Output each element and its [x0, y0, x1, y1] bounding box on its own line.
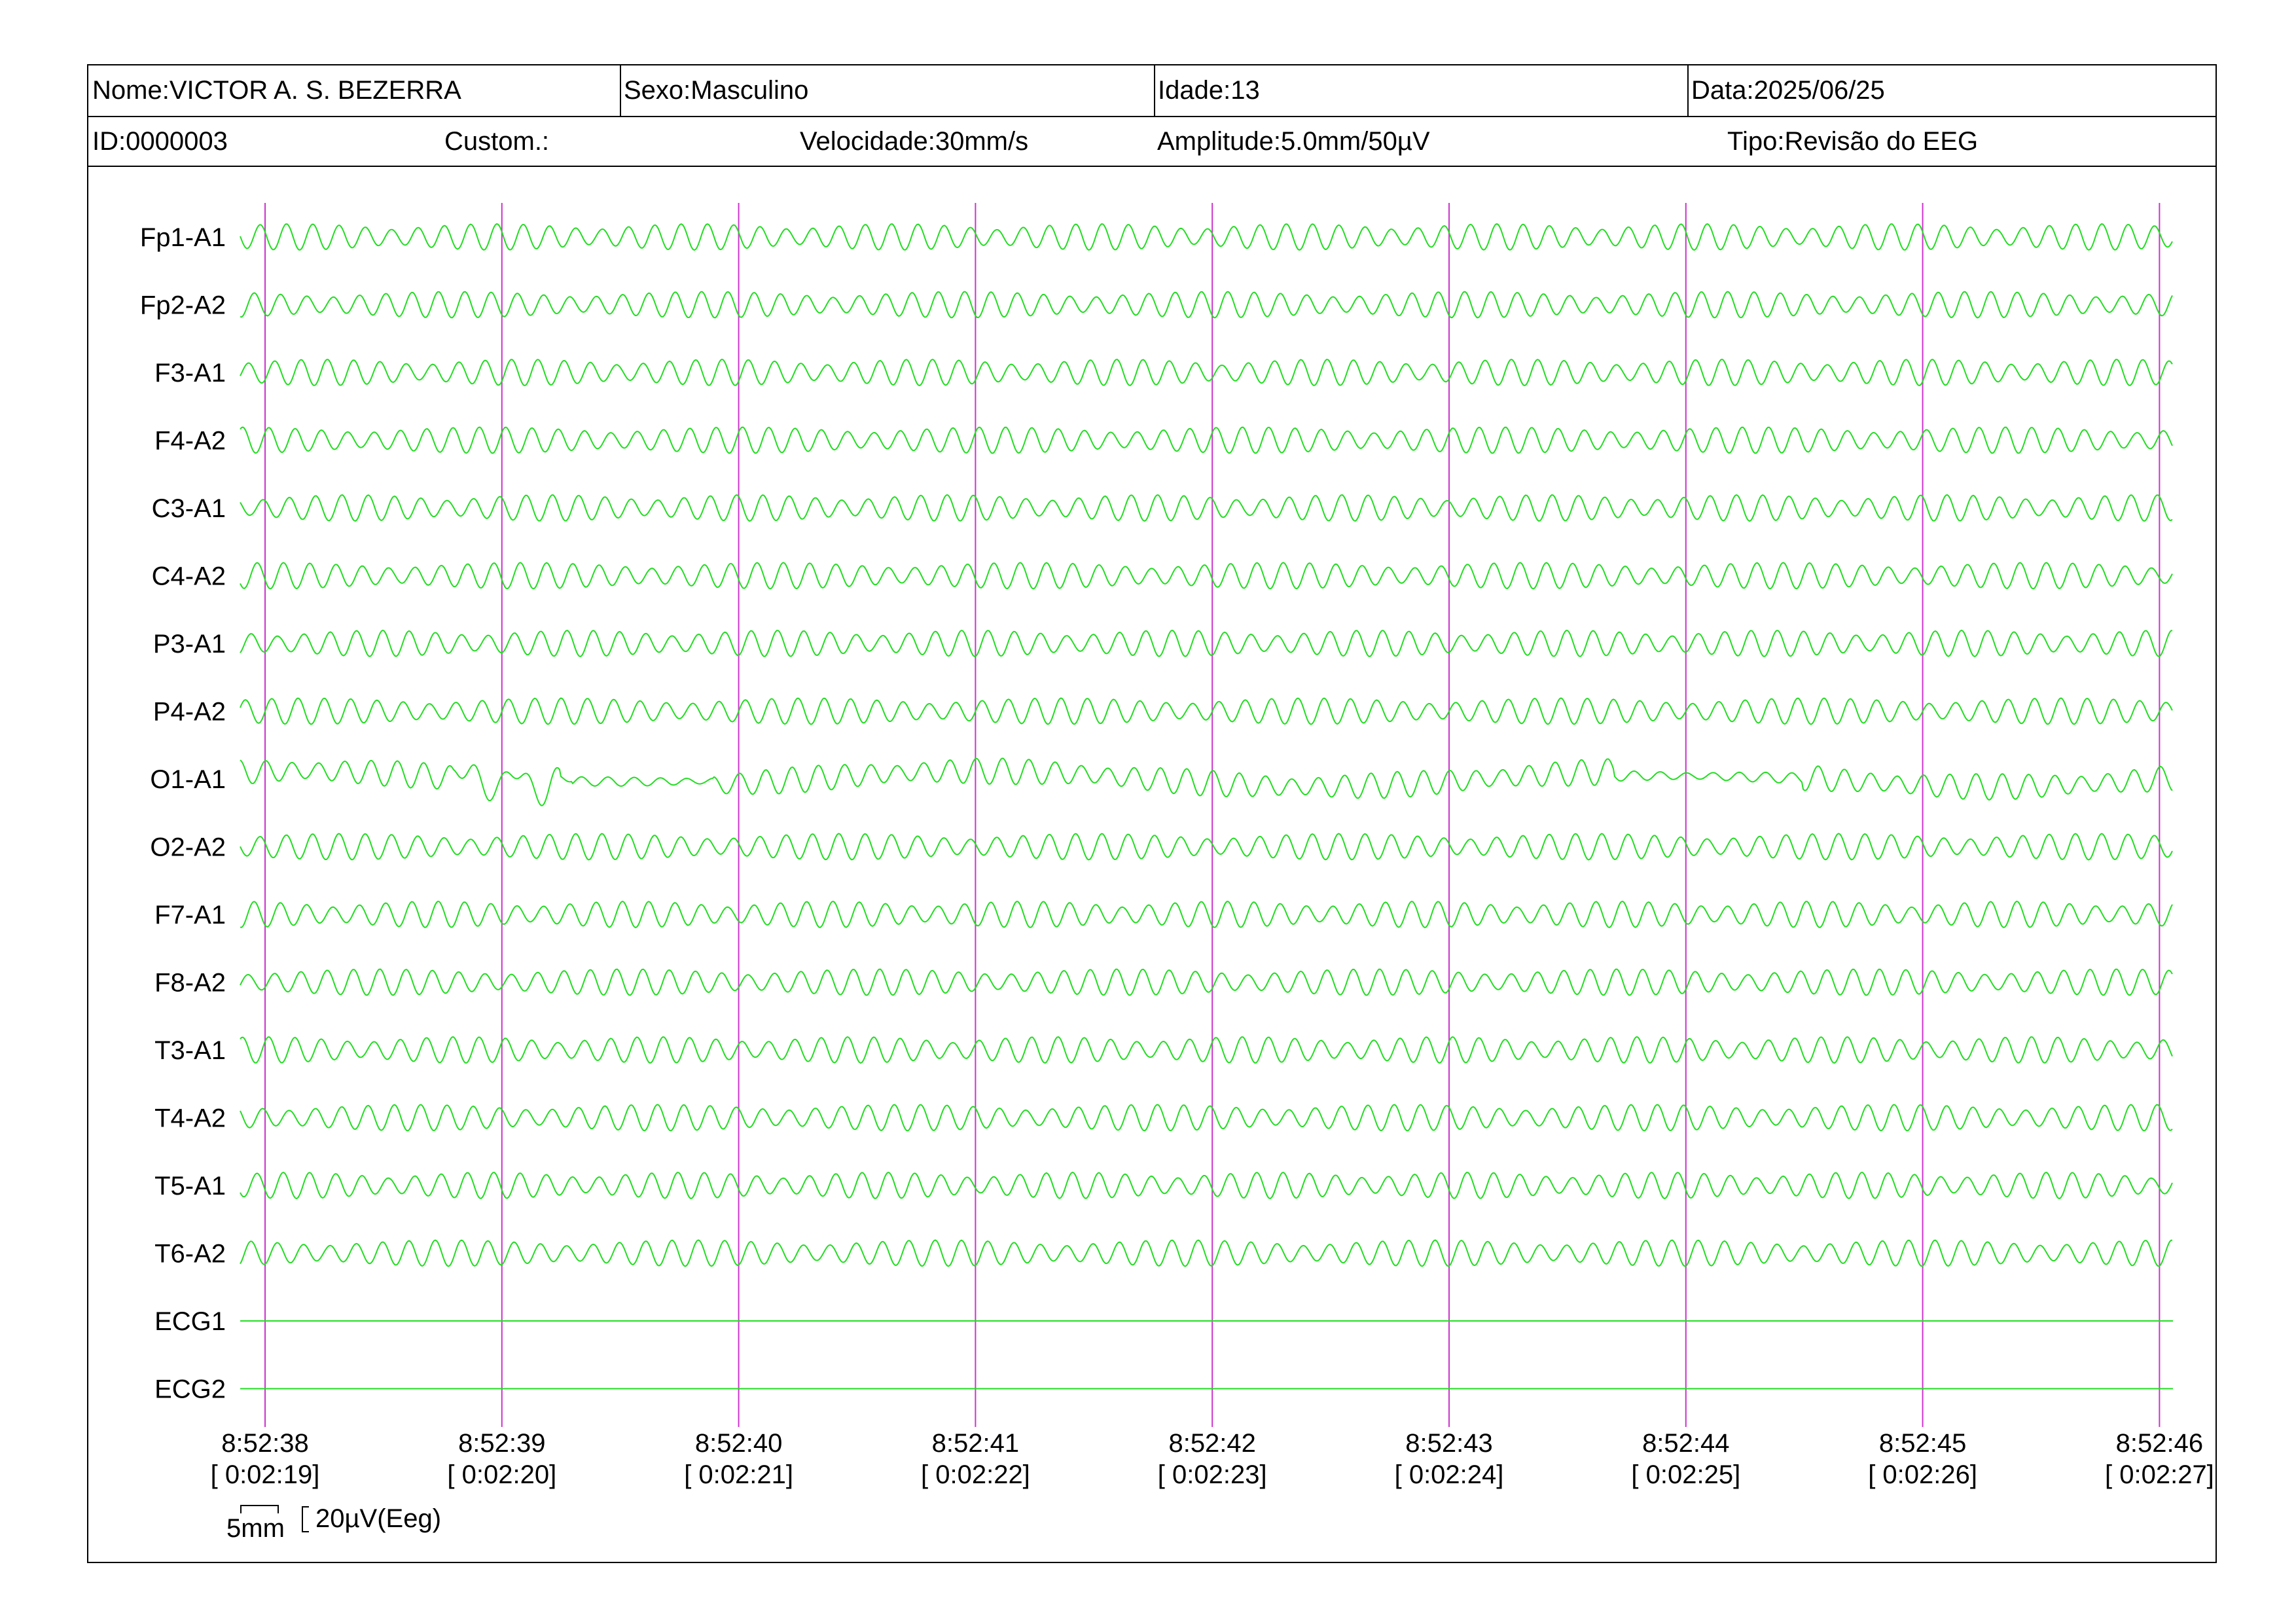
channel-label: T4-A2	[154, 1104, 226, 1133]
channel-label: ECG1	[154, 1307, 226, 1336]
channel-trace	[240, 494, 2173, 522]
time-tick-elapsed: [ 0:02:21]	[684, 1460, 793, 1489]
exam-date: Data:2025/06/25	[1691, 76, 1885, 105]
channel-trace	[240, 1036, 2173, 1064]
divider	[1687, 65, 1689, 116]
time-tick-clock: 8:52:42	[1168, 1429, 1255, 1458]
amplitude-setting: Amplitude:5.0mm/50µV	[1157, 126, 1430, 156]
channel-label: P3-A1	[153, 630, 226, 659]
time-tick-elapsed: [ 0:02:25]	[1631, 1460, 1740, 1489]
custom-field: Custom.:	[444, 126, 550, 156]
channel-trace	[240, 358, 2173, 387]
channel-label: Fp1-A1	[140, 223, 226, 252]
channel-label: O2-A2	[150, 833, 226, 862]
recording-info-row: ID:0000003 Custom.: Velocidade:30mm/s Am…	[88, 117, 2215, 167]
time-tick-elapsed: [ 0:02:26]	[1868, 1460, 1977, 1489]
divider	[620, 65, 621, 116]
time-tick-clock: 8:52:44	[1642, 1429, 1729, 1458]
time-tick-elapsed: [ 0:02:23]	[1158, 1460, 1267, 1489]
time-scale-bracket	[240, 1505, 279, 1513]
channel-label: Fp2-A2	[140, 291, 226, 320]
time-tick-clock: 8:52:38	[221, 1429, 308, 1458]
channel-trace	[240, 697, 2173, 725]
time-tick-elapsed: [ 0:02:19]	[211, 1460, 320, 1489]
channel-label: F8-A2	[154, 969, 226, 998]
channel-trace	[240, 223, 2173, 251]
channel-trace	[240, 1171, 2173, 1200]
eeg-report-frame: Nome:VICTOR A. S. BEZERRA Sexo:Masculino…	[87, 64, 2217, 1563]
channel-trace	[240, 757, 2173, 806]
exam-type: Tipo:Revisão do EEG	[1727, 126, 1979, 156]
channel-label: T6-A2	[154, 1240, 226, 1269]
time-tick-clock: 8:52:41	[932, 1429, 1019, 1458]
time-tick-elapsed: [ 0:02:22]	[921, 1460, 1030, 1489]
channel-label: C3-A1	[152, 494, 226, 523]
time-tick-clock: 8:52:45	[1879, 1429, 1966, 1458]
channel-label: O1-A1	[150, 765, 226, 794]
channel-trace	[240, 1239, 2173, 1267]
time-tick-clock: 8:52:40	[695, 1429, 782, 1458]
channel-trace	[240, 1104, 2173, 1132]
patient-id: ID:0000003	[92, 126, 228, 156]
time-tick-elapsed: [ 0:02:27]	[2105, 1460, 2214, 1489]
amplitude-scale-bracket	[302, 1506, 309, 1532]
paper-speed: Velocidade:30mm/s	[800, 126, 1029, 156]
patient-info-row: Nome:VICTOR A. S. BEZERRA Sexo:Masculino…	[88, 65, 2215, 117]
channel-label: C4-A2	[152, 562, 226, 591]
channel-trace	[240, 968, 2173, 996]
patient-sex: Sexo:Masculino	[624, 76, 809, 105]
channel-trace	[240, 900, 2173, 929]
channel-trace	[240, 629, 2173, 658]
time-scale-label: 5mm	[226, 1514, 285, 1543]
channel-label: F3-A1	[154, 359, 226, 388]
patient-age: Idade:13	[1158, 76, 1260, 105]
time-tick-clock: 8:52:43	[1405, 1429, 1492, 1458]
amplitude-scale-label: 20µV(Eeg)	[315, 1504, 442, 1533]
channel-labels: Fp1-A1 Fp2-A2 F3-A1 F4-A2 C3-A1 C4-A2 P3-A1 P4-…	[140, 223, 226, 1404]
channel-label: F7-A1	[154, 901, 226, 929]
channel-label: F4-A2	[154, 427, 226, 456]
channel-label: P4-A2	[153, 698, 226, 727]
time-tick-elapsed: [ 0:02:24]	[1395, 1460, 1504, 1489]
channel-traces	[240, 223, 2173, 1390]
channel-trace	[240, 426, 2173, 454]
channel-trace	[240, 833, 2173, 861]
channel-trace	[240, 562, 2173, 590]
channel-label: T5-A1	[154, 1172, 226, 1200]
time-tick-elapsed: [ 0:02:20]	[447, 1460, 556, 1489]
time-axis: 8:52:38[ 0:02:19] 8:52:39[ 0:02:20] 8:52:4…	[211, 1429, 2214, 1489]
time-tick-clock: 8:52:39	[458, 1429, 545, 1458]
patient-name: Nome:VICTOR A. S. BEZERRA	[92, 76, 461, 105]
channel-label: ECG2	[154, 1375, 226, 1404]
time-tick-clock: 8:52:46	[2116, 1429, 2203, 1458]
divider	[1154, 65, 1155, 116]
second-markers	[264, 203, 2161, 1427]
channel-trace	[240, 291, 2173, 319]
channel-label: T3-A1	[154, 1036, 226, 1065]
